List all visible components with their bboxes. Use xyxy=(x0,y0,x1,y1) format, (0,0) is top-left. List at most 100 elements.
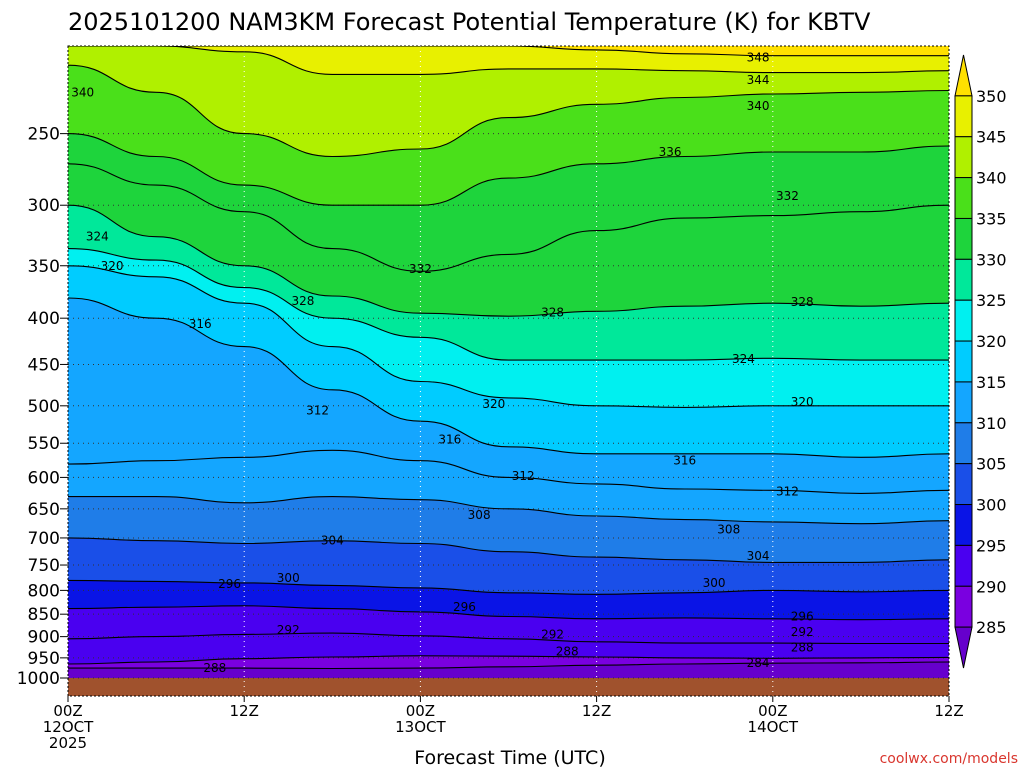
contour-label: 292 xyxy=(541,627,564,641)
plot-border xyxy=(67,45,950,697)
colorbar-tick-label: 330 xyxy=(976,250,1007,269)
contour-label: 304 xyxy=(747,549,770,563)
y-tick-label: 500 xyxy=(28,397,60,417)
colorbar: 350 345 340 335 330 325 320 315 310 305 300 295 290 2… xyxy=(954,54,1007,669)
contour-label: 296 xyxy=(453,600,476,614)
isentrope-284 xyxy=(68,661,949,670)
colorbar-tick-label: 340 xyxy=(976,169,1007,188)
isentrope-328 xyxy=(68,204,949,317)
colorbar-tick-label: 285 xyxy=(976,618,1007,637)
x-tick-label: 12Z xyxy=(934,702,963,720)
y-tick-label: 1000 xyxy=(17,669,60,689)
colorbar-segment xyxy=(954,381,973,424)
colorbar-tick-label: 335 xyxy=(976,209,1007,228)
contour-label: 288 xyxy=(791,640,814,654)
ground-strip xyxy=(68,678,949,696)
y-tick-label: 950 xyxy=(28,649,60,669)
isentrope-300 xyxy=(68,579,949,595)
contour-label: 332 xyxy=(776,189,799,203)
contour-label: 328 xyxy=(541,305,564,319)
x-tick-label: 00Z xyxy=(53,702,82,720)
colorbar-tick-label: 345 xyxy=(976,128,1007,147)
contour-label: 348 xyxy=(747,51,770,65)
contour-label: 324 xyxy=(86,230,109,244)
contour-label: 316 xyxy=(189,317,212,331)
contour-label: 328 xyxy=(791,295,814,309)
colorbar-segment xyxy=(954,585,973,628)
contour-label: 324 xyxy=(732,352,755,366)
colorbar-segment xyxy=(954,504,973,546)
colorbar-tick-label: 350 xyxy=(976,87,1007,106)
colorbar-tick-label: 290 xyxy=(976,577,1007,596)
x-tick-label: 12OCT xyxy=(43,718,94,736)
contour-label: 288 xyxy=(203,661,226,675)
isentrope-292 xyxy=(68,632,949,645)
colorbar-segment xyxy=(954,95,973,138)
y-tick-label: 600 xyxy=(28,468,60,488)
colorbar-segment xyxy=(954,299,973,342)
contour-label: 300 xyxy=(703,576,726,590)
y-tick-label: 450 xyxy=(28,355,60,375)
isentrope-336 xyxy=(68,133,949,206)
isentrope-320 xyxy=(68,265,949,408)
contour-label: 316 xyxy=(438,433,461,447)
colorbar-segment xyxy=(954,136,973,179)
contour-label: 340 xyxy=(71,85,94,99)
contour-label: 340 xyxy=(747,99,770,113)
colorbar-segment xyxy=(954,258,973,301)
credit-text: coolwx.com/models xyxy=(880,751,1018,767)
colorbar-segment xyxy=(954,544,973,587)
band-above-348 xyxy=(68,46,949,56)
contour-label: 308 xyxy=(717,522,740,536)
colorbar-tick-label: 315 xyxy=(976,373,1007,392)
y-tick-label: 850 xyxy=(28,605,60,625)
contour-label: 296 xyxy=(218,577,241,591)
y-tick-label: 550 xyxy=(28,434,60,454)
y-tick-label: 300 xyxy=(28,196,60,216)
colorbar-segment xyxy=(954,422,973,465)
y-tick-label: 900 xyxy=(28,628,60,648)
contour-label: 292 xyxy=(277,623,300,637)
contour-label: 292 xyxy=(791,625,814,639)
colorbar-tick-label: 310 xyxy=(976,414,1007,433)
y-tick-label: 400 xyxy=(28,309,60,329)
x-tick-label: 13OCT xyxy=(395,718,446,736)
isentrope-316 xyxy=(68,297,949,458)
plot-frame xyxy=(67,45,950,697)
chart-title: 2025101200 NAM3KM Forecast Potential Tem… xyxy=(68,8,871,36)
y-axis: 250 300 350 400 450 500 550 600 650 700 750 800 850 9… xyxy=(17,125,68,689)
colorbar-segment xyxy=(954,177,973,219)
isentrope-340 xyxy=(68,64,949,158)
contour-label: 288 xyxy=(556,645,579,659)
contour-label: 312 xyxy=(512,469,535,483)
colorbar-tick-label: 300 xyxy=(976,496,1007,515)
contour-labels: 348 344 340 340 336 332 332 328 328 328 324 320 324 3… xyxy=(71,51,813,675)
isentrope-304 xyxy=(68,537,949,563)
band-above-340 xyxy=(68,46,949,157)
colorbar-tick-label: 295 xyxy=(976,536,1007,555)
y-tick-label: 800 xyxy=(28,581,60,601)
isentrope-312 xyxy=(68,449,949,494)
y-tick-label: 350 xyxy=(28,257,60,277)
colorbar-tick-label: 305 xyxy=(976,455,1007,474)
y-tick-label: 700 xyxy=(28,529,60,549)
colorbar-segment xyxy=(954,463,973,506)
y-tick-label: 650 xyxy=(28,500,60,520)
y-tick-label: 250 xyxy=(28,125,60,145)
colorbar-bottom-arrow xyxy=(954,626,973,669)
contour-label: 320 xyxy=(101,259,124,273)
contour-label: 284 xyxy=(747,656,770,670)
x-tick-label: 2025 xyxy=(49,734,87,752)
contour-label: 328 xyxy=(291,294,314,308)
isentrope-296 xyxy=(68,605,949,621)
y-tick-label: 750 xyxy=(28,556,60,576)
colorbar-top-arrow xyxy=(954,54,973,97)
x-tick-label: 14OCT xyxy=(748,718,799,736)
isentrope-324 xyxy=(68,248,949,361)
contour-label: 308 xyxy=(468,508,491,522)
ground-layer xyxy=(68,678,949,696)
theta-bands xyxy=(68,46,949,678)
contour-label: 320 xyxy=(482,397,505,411)
